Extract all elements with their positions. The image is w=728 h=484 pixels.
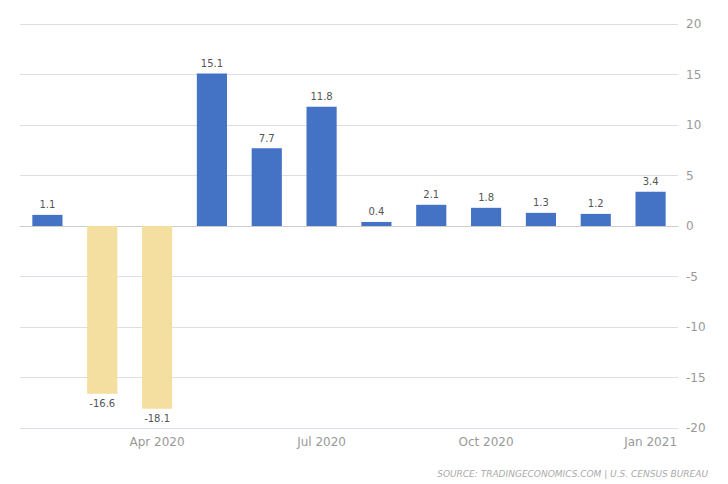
svg-text:10: 10 (686, 118, 701, 132)
svg-text:-10: -10 (686, 320, 706, 334)
svg-text:Jul 2020: Jul 2020 (296, 435, 346, 449)
svg-text:1.8: 1.8 (478, 192, 494, 203)
svg-text:-15: -15 (686, 371, 706, 385)
svg-text:15.1: 15.1 (201, 58, 223, 69)
svg-text:20: 20 (686, 17, 701, 31)
svg-text:-16.6: -16.6 (89, 398, 115, 409)
svg-text:0.4: 0.4 (368, 206, 384, 217)
svg-text:0: 0 (686, 219, 694, 233)
svg-text:7.7: 7.7 (259, 133, 275, 144)
svg-text:-5: -5 (686, 270, 698, 284)
svg-text:1.2: 1.2 (588, 198, 604, 209)
svg-text:1.1: 1.1 (39, 199, 55, 210)
svg-text:1.3: 1.3 (533, 197, 549, 208)
svg-text:2.1: 2.1 (423, 189, 439, 200)
svg-text:Apr 2020: Apr 2020 (130, 435, 185, 449)
svg-text:15: 15 (686, 68, 701, 82)
svg-text:5: 5 (686, 169, 694, 183)
svg-text:11.8: 11.8 (310, 91, 332, 102)
svg-text:3.4: 3.4 (643, 176, 659, 187)
svg-text:Oct 2020: Oct 2020 (459, 435, 514, 449)
svg-text:-18.1: -18.1 (144, 413, 170, 424)
svg-text:-20: -20 (686, 421, 706, 435)
svg-text:SOURCE: TRADINGECONOMICS.COM |: SOURCE: TRADINGECONOMICS.COM | U.S. CENS… (437, 469, 708, 479)
svg-text:Jan 2021: Jan 2021 (623, 435, 677, 449)
